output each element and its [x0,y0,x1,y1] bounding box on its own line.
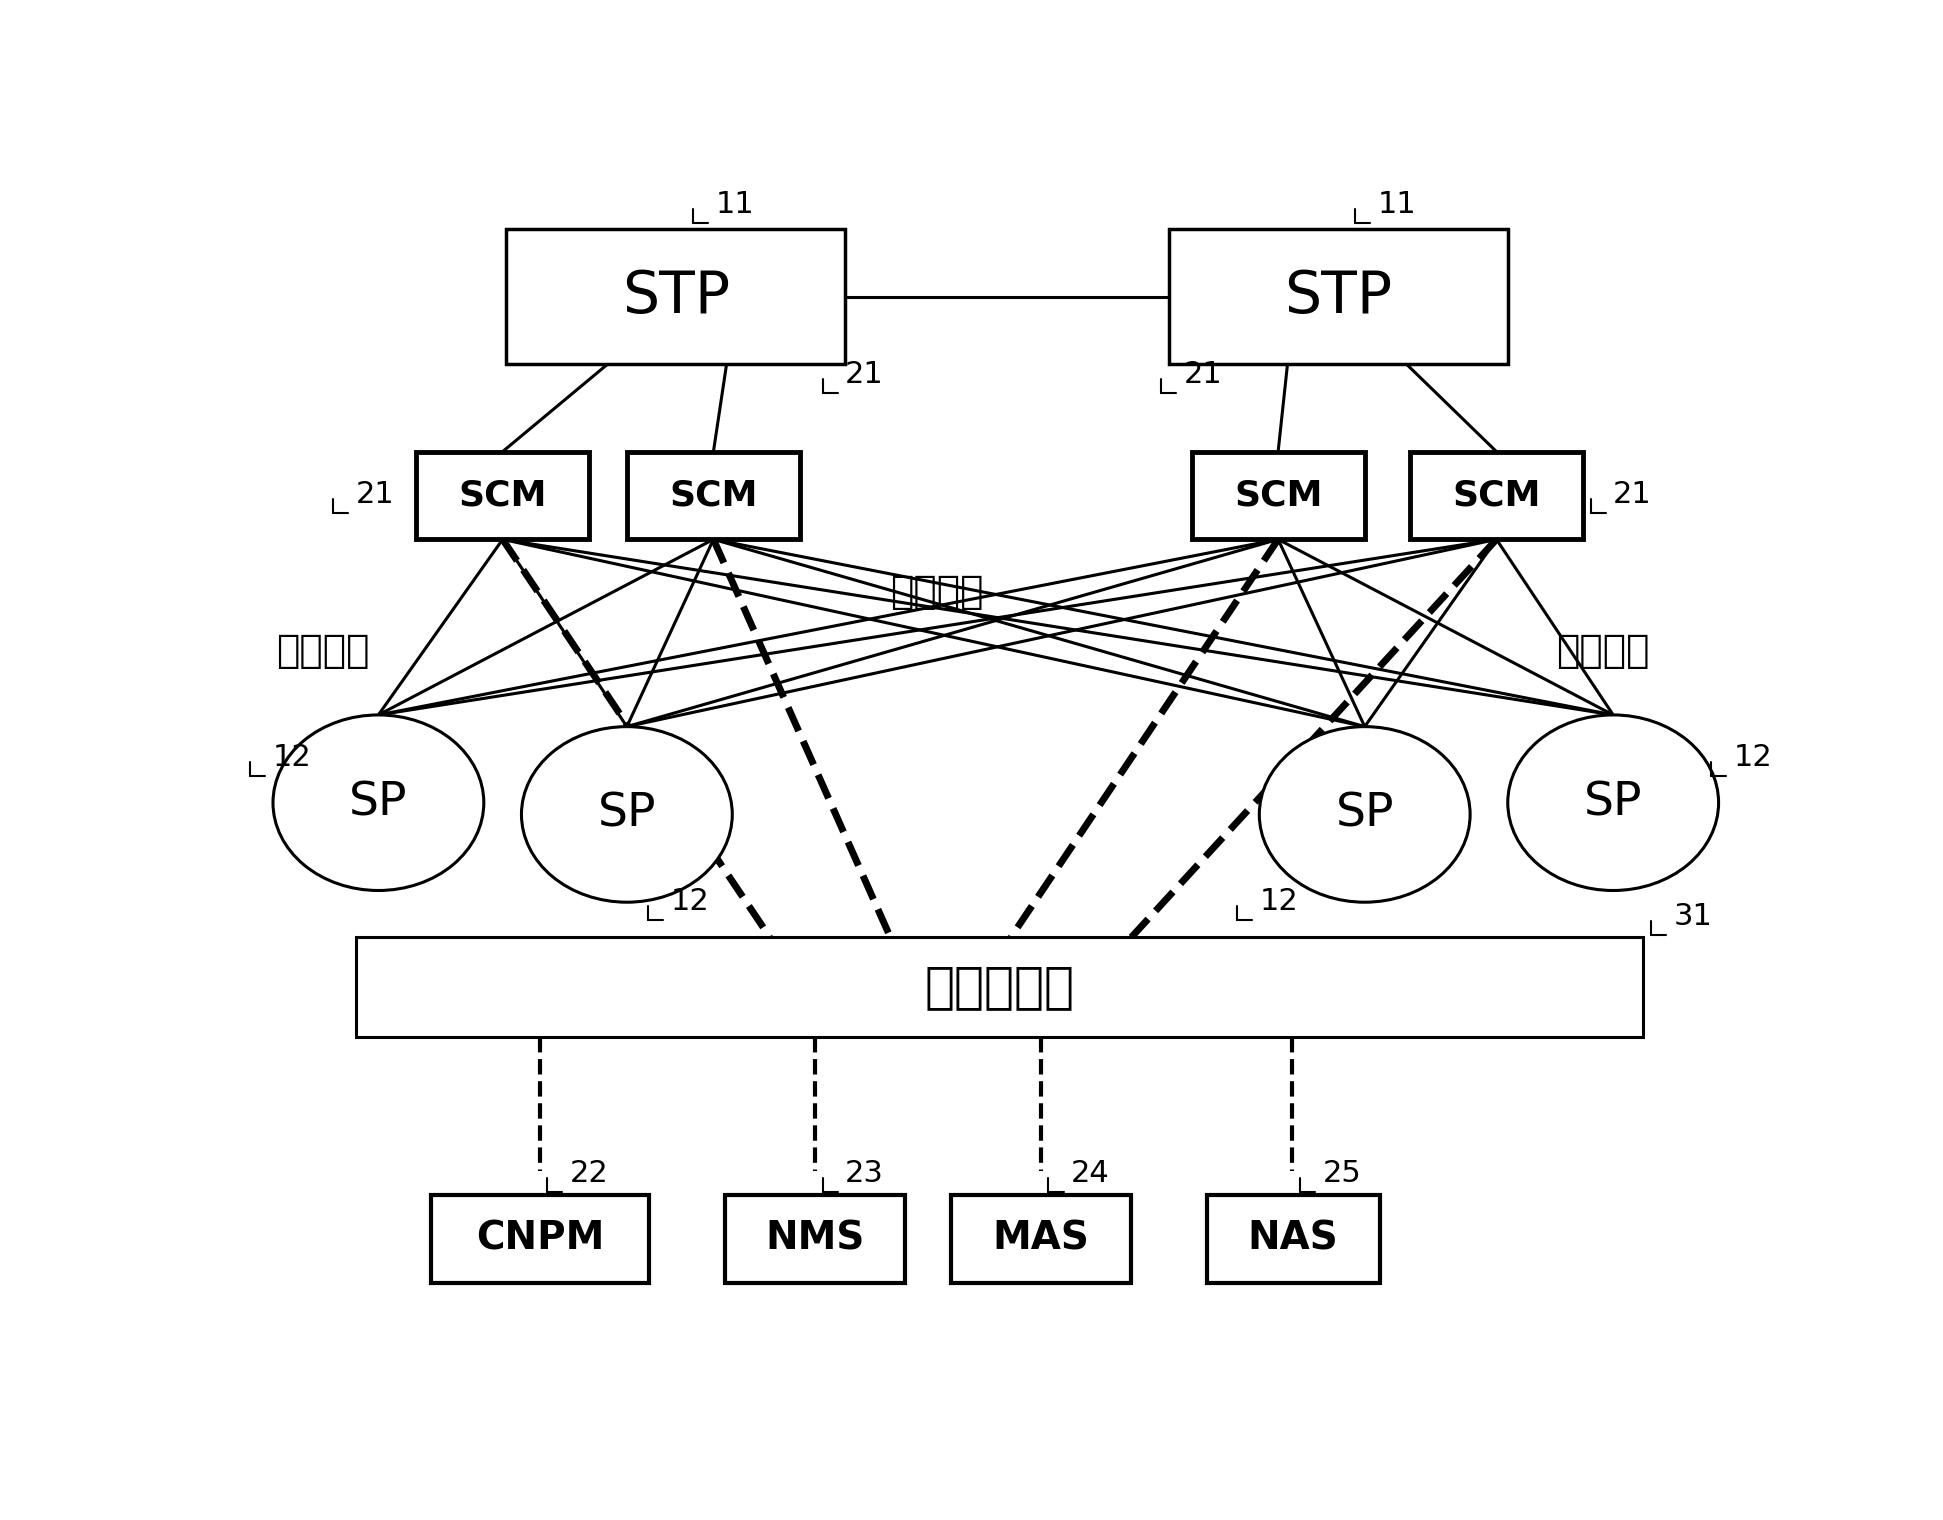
Text: SCM: SCM [459,479,546,512]
Text: 12: 12 [272,743,311,772]
Text: 21: 21 [1613,480,1652,509]
Text: SP: SP [350,780,408,825]
Text: 信令链路: 信令链路 [276,632,369,670]
Text: 11: 11 [715,190,754,219]
Bar [1191,451,1364,540]
Bar [1170,230,1508,363]
Text: SP: SP [1335,792,1393,838]
Text: SCM: SCM [1451,479,1541,512]
Text: 25: 25 [1323,1160,1362,1189]
Text: 11: 11 [1378,190,1416,219]
Text: 21: 21 [1183,360,1222,389]
Text: SP: SP [1584,780,1642,825]
Text: 12: 12 [670,886,709,915]
Text: 12: 12 [1733,743,1772,772]
Bar [1411,451,1584,540]
Text: 21: 21 [845,360,884,389]
Text: NAS: NAS [1247,1219,1339,1257]
Text: SCM: SCM [1234,479,1323,512]
Text: 信令链路: 信令链路 [1556,632,1650,670]
Bar [416,451,589,540]
Text: SP: SP [598,792,657,838]
Text: 31: 31 [1673,901,1712,930]
Bar [507,230,845,363]
Bar [431,1195,649,1283]
Bar [950,1195,1131,1283]
Ellipse shape [1508,714,1720,891]
Text: STP: STP [622,268,731,325]
Text: 21: 21 [356,480,394,509]
Bar [356,938,1644,1037]
Text: NMS: NMS [766,1219,865,1257]
Ellipse shape [1259,727,1471,903]
Text: STP: STP [1284,268,1393,325]
Bar [628,451,801,540]
Ellipse shape [521,727,733,903]
Text: 12: 12 [1259,886,1298,915]
Bar [725,1195,905,1283]
Ellipse shape [272,714,484,891]
Text: 信令链路: 信令链路 [890,573,983,611]
Text: 专用数据网: 专用数据网 [925,964,1074,1011]
Text: CNPM: CNPM [476,1219,604,1257]
Text: 23: 23 [845,1160,884,1189]
Bar [1207,1195,1380,1283]
Text: MAS: MAS [993,1219,1090,1257]
Text: 22: 22 [569,1160,608,1189]
Text: 24: 24 [1071,1160,1109,1189]
Text: SCM: SCM [668,479,758,512]
